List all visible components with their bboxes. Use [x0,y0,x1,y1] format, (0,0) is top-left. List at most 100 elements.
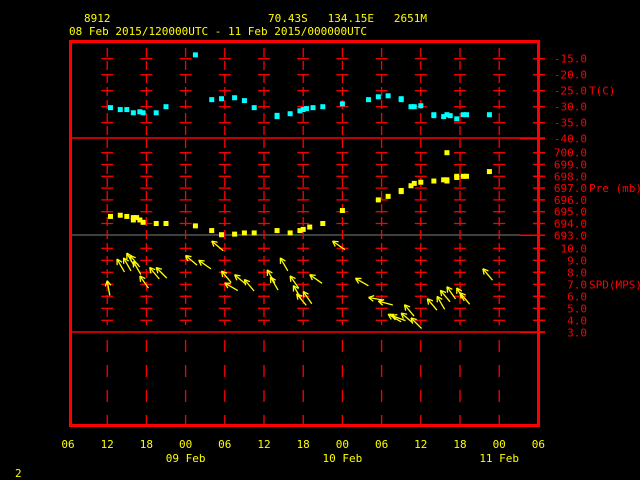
time-period: 08 Feb 2015/120000UTC - 11 Feb 2015/0000… [69,25,367,38]
pressure-point [408,183,414,189]
wind-arrow [211,240,224,252]
wind-arrow-shaft [292,285,302,299]
temperature-point [366,97,372,103]
x-tick-label: 06 [532,438,545,451]
pressure-point [192,223,198,229]
wind-arrow-head [456,287,463,292]
y-tick-label: 694.0 [554,218,587,231]
wind-arrow [426,298,438,311]
wind-arrow-shaft [309,274,323,284]
wind-arrow [400,312,414,324]
pressure-point [117,212,123,218]
wind-arrow-head [244,278,251,283]
wind-arrow [279,257,289,272]
y-tick-label: 8.0 [567,266,587,279]
wind-arrow-shaft [296,293,307,306]
wind-arrow-shaft [439,289,451,303]
wind-arrow-shaft [410,317,423,329]
temperature-point [339,101,345,107]
wind-arrow-shaft [387,313,402,323]
wind-arrow-head [149,266,156,271]
temperature-point [460,112,466,118]
wind-arrow [292,284,302,299]
y-axis-label: SPD(MPS) [589,278,640,291]
wind-arrow [377,299,393,306]
wind-arrow-head [436,295,443,300]
temperature-point [486,112,492,118]
wind-arrow-head [123,257,129,262]
y-tick-label: 7.0 [567,278,587,291]
pressure-point [297,228,303,234]
y-tick-label: 3.0 [567,326,587,339]
y-tick-label: 9.0 [567,254,587,267]
wind-arrow [184,254,198,266]
x-tick-label: 12 [414,438,427,451]
wind-arrow-shaft [243,279,255,292]
wind-arrow-shaft [400,312,414,324]
wind-arrow-head [446,286,453,290]
temperature-point [241,98,247,104]
wind-arrow [436,295,446,310]
y-tick-label: -30.0 [554,101,587,114]
temperature-point [209,97,215,103]
wind-arrow-head [378,299,385,302]
wind-arrow-shaft [302,291,313,305]
wind-arrow-head [270,276,276,281]
wind-arrow-shaft [132,261,142,275]
wind-arrow-head [439,290,443,297]
wind-arrow [387,313,402,323]
wind-arrow-head [132,260,139,266]
wind-arrow-head [198,259,205,262]
wind-arrow-shaft [224,282,239,292]
wind-arrow-head [233,274,238,281]
wind-arrow-head [149,267,152,274]
wind-arrow [309,274,323,284]
y-tick-label: 700.0 [554,147,587,160]
pressure-point [444,177,450,183]
y-tick-label: 695.0 [554,206,587,219]
temperature-point [192,52,198,58]
wind-arrow-head [129,255,132,262]
y-tick-label: 5.0 [567,302,587,315]
pressure-point [486,169,492,175]
pressure-point [140,219,146,225]
wind-arrow-head [404,304,411,308]
temperature-point [385,93,391,99]
wind-arrow-head [129,254,136,259]
wind-arrow-head [211,240,218,243]
x-tick-label: 12 [257,438,270,451]
pressure-point [375,197,381,203]
wind-arrow-head [224,282,229,289]
wind-arrow-head [332,240,336,247]
wind-arrow-head [296,293,303,297]
wind-arrow-head [426,298,430,305]
wind-arrow-head [302,290,309,295]
x-tick-label: 06 [218,438,231,451]
pressure-point [241,230,247,236]
wind-arrow [224,282,239,292]
temperature-point [444,112,450,118]
temperature-point [447,113,453,119]
temperature-point [303,106,309,112]
wind-arrow-head [410,317,417,321]
wind-arrow-shaft [234,274,247,285]
wind-arrow [104,280,112,296]
temperature-point [320,104,326,110]
wind-arrow-shaft [155,267,168,279]
x-tick-label: 00 [336,438,349,451]
wind-arrow-head [410,317,414,324]
wind-arrow [149,266,160,280]
y-tick-label: -25.0 [554,85,587,98]
wind-arrow [289,275,300,289]
temperature-point [297,108,303,114]
wind-arrow-head [309,274,313,281]
wind-arrow-shaft [269,276,279,291]
temperature-point [411,104,417,110]
pressure-point [134,215,140,221]
x-tick-label: 18 [453,438,466,451]
wind-arrow-head [482,268,485,275]
wind-arrow-shaft [378,300,393,306]
wind-arrow-shaft [266,269,276,284]
wind-arrow-head [309,274,316,277]
wind-arrow-head [293,284,299,290]
